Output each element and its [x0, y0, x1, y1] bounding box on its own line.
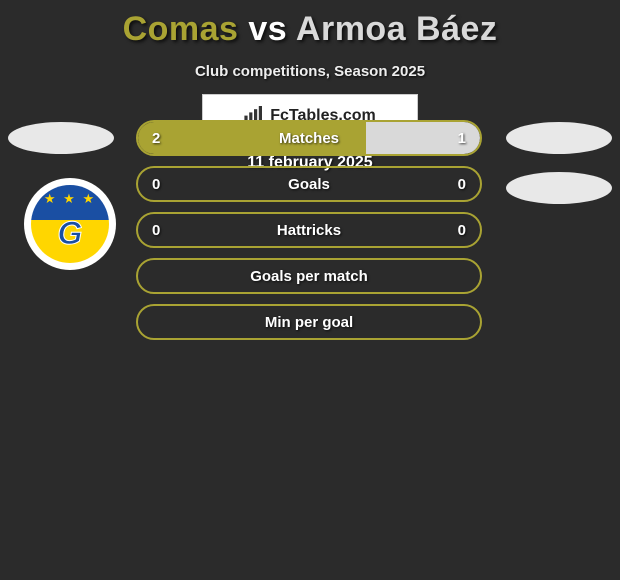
stats-container: 21Matches 00Goals 00Hattricks Goals per mat… — [136, 120, 482, 350]
player1-name: Comas — [123, 10, 239, 48]
stat-label: Hattricks — [138, 222, 480, 239]
avatar-placeholder-left — [8, 122, 114, 154]
player2-name: Armoa Báez — [296, 10, 498, 48]
vs-text: vs — [248, 10, 287, 48]
stat-row: Min per goal — [136, 304, 482, 340]
stat-row: Goals per match — [136, 258, 482, 294]
club-logo: ★ ★ ★ G — [24, 178, 116, 270]
stat-label: Goals per match — [138, 268, 480, 285]
club-logo-stars: ★ ★ ★ — [31, 191, 109, 207]
avatar-placeholder-right-1 — [506, 122, 612, 154]
stat-label: Min per goal — [138, 314, 480, 331]
stat-label: Matches — [138, 130, 480, 147]
club-logo-inner: ★ ★ ★ G — [31, 185, 109, 263]
stat-row: 00Hattricks — [136, 212, 482, 248]
stat-label: Goals — [138, 176, 480, 193]
avatar-placeholder-right-2 — [506, 172, 612, 204]
page-title: Comas vs Armoa Báez — [0, 0, 620, 49]
club-logo-letter: G — [31, 215, 109, 252]
subtitle: Club competitions, Season 2025 — [0, 63, 620, 80]
stat-row: 00Goals — [136, 166, 482, 202]
stat-row: 21Matches — [136, 120, 482, 156]
